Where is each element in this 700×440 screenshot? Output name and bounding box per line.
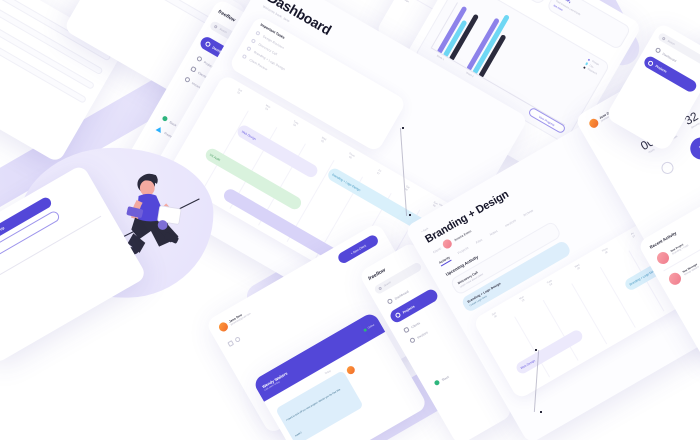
x-tick-label: Week 2 bbox=[465, 71, 475, 79]
search-placeholder: Search bbox=[667, 39, 676, 46]
sidebar-item-label: Dashboard bbox=[661, 51, 678, 63]
bell-icon[interactable] bbox=[234, 336, 242, 343]
play-button[interactable] bbox=[686, 133, 700, 164]
calendar-day: Wed 05 bbox=[563, 257, 594, 278]
reset-icon[interactable] bbox=[659, 159, 676, 177]
receipt-icon bbox=[184, 76, 191, 84]
client-name: Amelia Estes bbox=[453, 228, 472, 242]
tab-notes[interactable]: Notes bbox=[489, 228, 499, 237]
task-checkbox[interactable] bbox=[246, 46, 252, 52]
day-name: Sat bbox=[405, 184, 410, 190]
receipt-icon bbox=[409, 336, 416, 344]
day-name: Thurs bbox=[348, 152, 356, 158]
day-name: Mon bbox=[265, 104, 271, 110]
search-icon bbox=[661, 36, 667, 41]
search-icon bbox=[213, 24, 218, 29]
online-label: Online bbox=[367, 323, 375, 330]
task-checkbox[interactable] bbox=[250, 38, 257, 44]
client-label: Client: bbox=[432, 245, 443, 254]
users-icon bbox=[190, 65, 197, 73]
integration-label: Slack bbox=[168, 119, 178, 128]
tab-invoices[interactable]: Invoices bbox=[504, 218, 517, 228]
tab-activity[interactable]: Activity bbox=[438, 255, 452, 267]
user-chip[interactable]: Jane Doe janedoe@gmail.com bbox=[217, 308, 252, 334]
calendar-day: Tues 04 bbox=[535, 273, 566, 294]
day-name: Sun bbox=[237, 88, 243, 93]
folder-icon bbox=[394, 311, 402, 319]
avatar bbox=[587, 117, 600, 130]
annotation-dot-top bbox=[402, 127, 404, 129]
search-placeholder: Search bbox=[383, 280, 392, 288]
sidebar-item-label: Clients bbox=[410, 320, 421, 329]
folder-icon bbox=[647, 59, 655, 67]
tab-archive[interactable]: Archive bbox=[522, 208, 535, 218]
avatar bbox=[345, 364, 357, 376]
chat-icon[interactable] bbox=[227, 340, 235, 347]
x-tick-label: Week 1 bbox=[435, 54, 445, 62]
day-name: Wed bbox=[320, 136, 327, 142]
calendar-day: Thurs 06 bbox=[336, 146, 367, 167]
avatar bbox=[666, 270, 684, 287]
tag-row-name: Design bbox=[401, 0, 410, 4]
gauge-icon bbox=[204, 40, 212, 48]
sidebar-item-label: Invoices bbox=[416, 329, 429, 340]
search-placeholder: Search bbox=[218, 27, 228, 35]
calendar-day: Sun 02 bbox=[479, 305, 510, 326]
sidebar-item-label: Projects bbox=[401, 304, 416, 315]
chart-legend: Design Dev Research bbox=[582, 57, 602, 76]
calendar-day: Wed 05 bbox=[308, 129, 339, 150]
day-name: Tues bbox=[292, 120, 300, 126]
avatar bbox=[654, 249, 672, 267]
sidebar-item-label: Projects bbox=[654, 63, 668, 74]
annotation-dot-bottom bbox=[409, 214, 411, 216]
calendar-day: Fri 07 bbox=[363, 162, 394, 183]
calendar-day: Mon 03 bbox=[252, 97, 283, 118]
chat-message-text: I need to kick off our new project. Woul… bbox=[285, 388, 342, 438]
online-dot bbox=[362, 327, 367, 332]
annotation-dot-top bbox=[535, 349, 537, 351]
tab-projects[interactable]: Projects bbox=[456, 245, 470, 256]
slack-icon bbox=[161, 115, 169, 123]
integration-slack[interactable]: Slack bbox=[429, 358, 477, 388]
tab-files[interactable]: Files bbox=[475, 237, 484, 245]
sidebar-item-projects[interactable]: Projects bbox=[388, 287, 440, 325]
freelancer-icon bbox=[155, 125, 164, 133]
annotation-dot-bottom bbox=[540, 411, 542, 413]
search-input[interactable]: Search bbox=[373, 261, 423, 296]
integration-label: Slack bbox=[440, 374, 450, 382]
calendar-day: Sun 02 bbox=[224, 81, 255, 102]
search-icon bbox=[378, 286, 383, 291]
task-checkbox[interactable] bbox=[241, 53, 248, 60]
legend-swatch bbox=[585, 61, 589, 66]
gauge-icon bbox=[654, 46, 662, 54]
legend-swatch bbox=[587, 57, 591, 62]
day-name: Fri bbox=[377, 169, 382, 174]
folder-icon bbox=[196, 55, 203, 63]
gauge-icon bbox=[386, 297, 394, 305]
legend-swatch bbox=[582, 65, 587, 70]
calendar-day: Mon 03 bbox=[507, 289, 538, 310]
calendar-day: Tues 04 bbox=[280, 113, 311, 134]
calendar-day: Thurs 06 bbox=[590, 241, 621, 262]
slack-icon bbox=[433, 379, 441, 387]
task-checkbox[interactable] bbox=[255, 30, 261, 36]
avatar bbox=[217, 320, 230, 334]
avatar bbox=[441, 237, 454, 250]
sidebar-item-invoices[interactable]: Invoices bbox=[405, 316, 453, 346]
sidebar-item-label: Dashboard bbox=[393, 289, 410, 301]
users-icon bbox=[403, 326, 410, 334]
